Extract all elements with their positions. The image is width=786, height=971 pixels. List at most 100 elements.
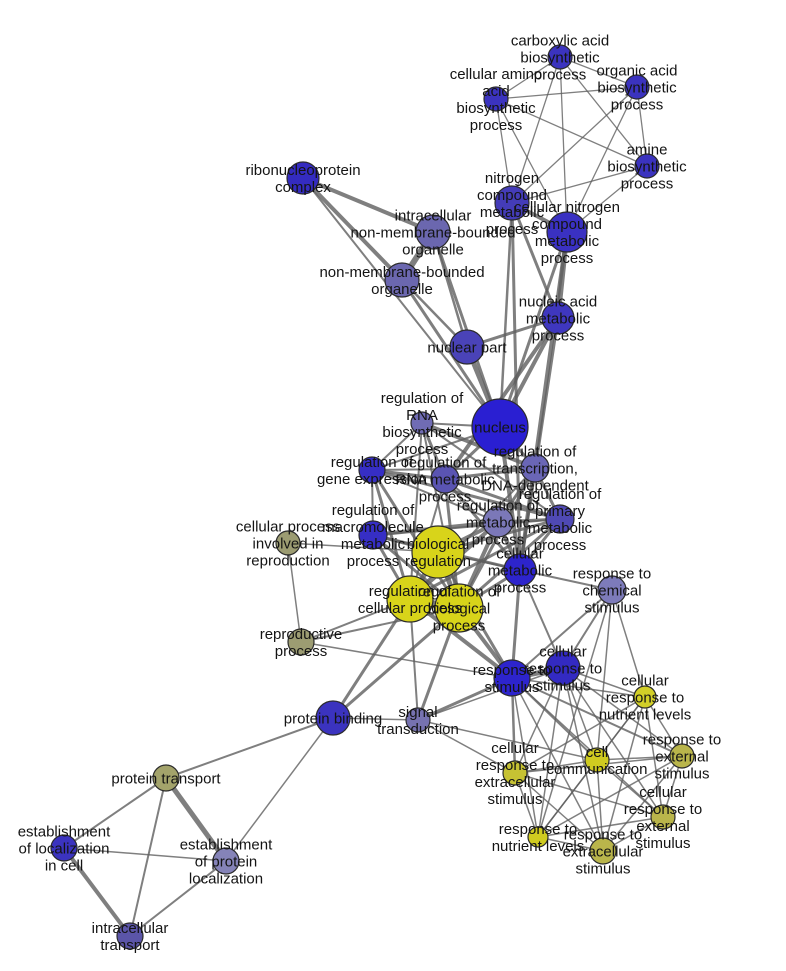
node-response-to-stimulus[interactable]: [493, 659, 531, 697]
node-organic-acid-biosynthetic-process[interactable]: [624, 74, 650, 100]
node-signal-transduction[interactable]: [405, 707, 431, 733]
graph-edge: [537, 755, 683, 838]
node-regulation-of-macromolecule-metabolic-process[interactable]: [358, 520, 388, 550]
node-nucleus[interactable]: [471, 398, 529, 456]
node-regulation-of-rna-metabolic-process[interactable]: [430, 464, 460, 494]
graph-edge: [301, 176, 435, 234]
graph-edge: [62, 846, 132, 938]
graph-edge: [300, 607, 460, 643]
node-non-membrane-bounded-organelle[interactable]: [384, 262, 420, 298]
graph-edge: [514, 759, 598, 774]
graph-edge: [559, 56, 648, 167]
graph-edge: [498, 230, 569, 429]
graph-edge: [514, 772, 664, 818]
node-regulation-of-primary-metabolic-process[interactable]: [545, 504, 575, 534]
graph-edge: [331, 606, 461, 720]
graph-edge: [300, 641, 513, 679]
node-establishment-of-localization-in-cell[interactable]: [50, 834, 78, 862]
node-regulation-of-biological-process[interactable]: [434, 583, 484, 633]
graph-edge: [510, 201, 560, 320]
graph-edge: [559, 56, 568, 233]
graph-edge: [495, 98, 648, 167]
node-carboxylic-acid-biosynthetic-process[interactable]: [547, 44, 573, 70]
node-intracellular-transport[interactable]: [116, 922, 144, 950]
graph-edge: [511, 677, 683, 757]
graph-edge: [443, 477, 562, 521]
node-regulation-of-rna-biosynthetic-process[interactable]: [410, 411, 434, 435]
graph-edge: [562, 667, 683, 757]
graph-edge: [511, 677, 646, 698]
graph-edge: [596, 755, 683, 761]
graph-edge: [514, 696, 646, 774]
node-response-to-chemical-stimulus[interactable]: [597, 575, 627, 605]
node-cellular-process-involved-in-reproduction[interactable]: [275, 530, 301, 556]
graph-edge: [495, 98, 568, 233]
node-nucleic-acid-metabolic-process[interactable]: [541, 301, 575, 335]
graph-edge: [602, 755, 683, 852]
graph-edge: [514, 667, 564, 774]
graph-edge: [566, 86, 638, 233]
graph-edge: [129, 777, 167, 937]
node-cellular-response-to-stimulus[interactable]: [545, 650, 581, 686]
nodes-layer: [50, 44, 695, 950]
labels-layer: carboxylic acid biosynthetic processcellul…: [18, 32, 721, 954]
graph-edge: [163, 775, 229, 864]
node-regulation-of-metabolic-process[interactable]: [482, 506, 514, 538]
graph-edge: [165, 717, 334, 779]
node-ribonucleoprotein-complex[interactable]: [286, 161, 320, 195]
node-cellular-response-to-extracellular-stimulus[interactable]: [502, 760, 528, 786]
node-regulation-of-cellular-process[interactable]: [386, 575, 434, 623]
edges-layer: [62, 56, 683, 938]
node-cellular-response-to-external-stimulus[interactable]: [650, 804, 676, 830]
graph-edge: [443, 466, 537, 481]
graph-edge: [511, 677, 604, 852]
node-regulation-of-gene-expression[interactable]: [358, 456, 386, 484]
node-reproductive-process[interactable]: [287, 628, 315, 656]
graph-edge: [495, 86, 638, 100]
node-cell-communication[interactable]: [584, 747, 610, 773]
node-cellular-metabolic-process[interactable]: [503, 553, 537, 587]
node-response-to-external-stimulus[interactable]: [669, 743, 695, 769]
graph-edge: [562, 667, 664, 818]
graph-edge: [498, 201, 514, 429]
graph-edge: [63, 847, 227, 862]
node-nitrogen-compound-metabolic-process[interactable]: [494, 185, 530, 221]
graph-edge: [372, 518, 561, 536]
graph-edge: [537, 759, 598, 838]
graph-edge: [611, 589, 646, 698]
graph-edge: [417, 719, 516, 774]
graph-edge: [596, 589, 613, 761]
node-nuclear-part[interactable]: [449, 329, 485, 365]
graph-edge: [371, 469, 499, 523]
node-amine-biosynthetic-process[interactable]: [634, 153, 660, 179]
graph-edge: [495, 56, 561, 100]
node-protein-binding[interactable]: [315, 700, 351, 736]
graph-edge: [562, 667, 604, 852]
graph-edge: [417, 667, 564, 721]
graph-edge: [331, 597, 412, 720]
node-response-to-nutrient-levels[interactable]: [527, 826, 549, 848]
node-cellular-amino-acid-biosynthetic-process[interactable]: [483, 86, 509, 112]
graph-edge: [514, 772, 604, 852]
graph-edge: [287, 542, 302, 643]
graph-edge: [421, 422, 561, 520]
node-cellular-response-to-nutrient-levels[interactable]: [633, 685, 657, 709]
graph-edge: [596, 759, 604, 852]
graph-edge: [559, 56, 638, 88]
node-protein-transport[interactable]: [152, 764, 180, 792]
graph-edge: [302, 177, 501, 428]
node-establishment-of-protein-localization[interactable]: [212, 847, 240, 875]
graph-edge: [511, 677, 664, 818]
graph-edge: [519, 569, 564, 669]
node-response-to-extracellular-stimulus[interactable]: [589, 837, 617, 865]
node-cellular-nitrogen-compound-metabolic-process[interactable]: [546, 211, 588, 253]
node-biological-regulation[interactable]: [411, 525, 465, 579]
node-intracellular-non-membrane-bounded-organelle[interactable]: [415, 214, 451, 250]
graph-edge: [511, 86, 638, 204]
node-regulation-of-transcription-dna-dependent[interactable]: [520, 453, 550, 483]
graph-edge: [537, 589, 613, 838]
graph-edge: [602, 696, 646, 852]
graph-edge: [417, 719, 598, 761]
graph-edge: [301, 176, 404, 282]
